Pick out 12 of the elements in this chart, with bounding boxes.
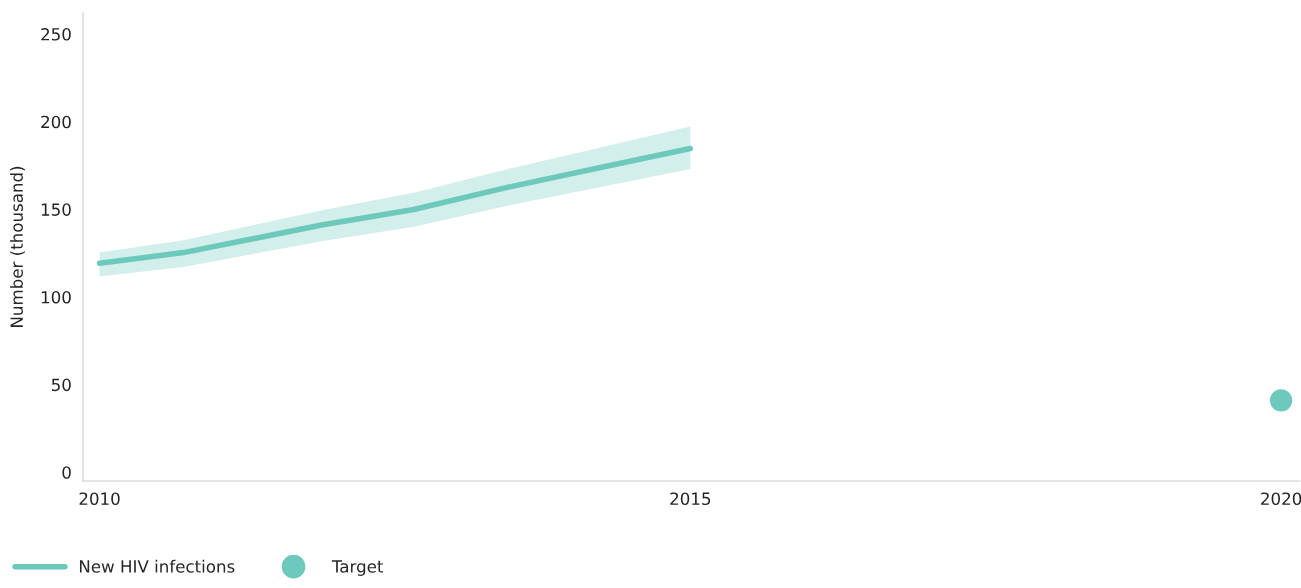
x-tick-label: 2020 [1261,492,1301,506]
y-tick-label: 0 [62,466,71,479]
legend-label: Target [331,560,384,576]
y-tick-label: 50 [51,378,71,392]
legend-label: New HIV infections [79,559,235,573]
y-tick-label: 150 [41,203,71,216]
y-tick-label: 100 [41,290,71,304]
y-tick-label: 250 [41,28,71,41]
x-tick-label: 2010 [79,492,120,506]
y-tick-label: 200 [41,115,71,129]
x-tick-label: 2015 [670,492,711,506]
y-axis-title: Number (thousand) [10,166,25,327]
